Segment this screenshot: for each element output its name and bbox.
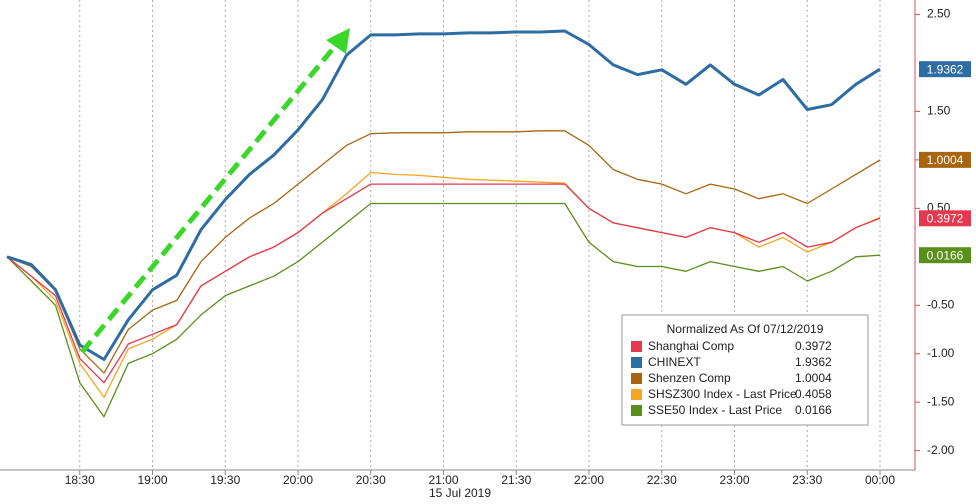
x-tick-label: 19:00	[137, 473, 167, 487]
x-tick-label: 00:00	[865, 473, 895, 487]
x-tick-label: 21:00	[428, 473, 458, 487]
value-tag-label: 1.9362	[927, 62, 964, 76]
value-tag-box	[919, 151, 971, 168]
y-tick-label: -1.50	[927, 394, 955, 408]
annotation-arrow	[80, 28, 350, 354]
series-line	[6, 130, 881, 374]
value-tag-box	[919, 61, 971, 78]
y-tick-label: -0.50	[927, 297, 955, 311]
axis-labels: 18:30 19:00 19:30 20:00 20:30 21:00 21:30 22:00…	[65, 7, 971, 487]
value-tag-label: 0.3972	[927, 211, 964, 225]
legend-label: Shenzen Comp	[648, 371, 731, 385]
legend-value: 0.3972	[795, 339, 832, 353]
value-tag: 1.0004	[919, 151, 971, 168]
value-tag-label: 0.0166	[927, 248, 964, 262]
x-tick-label: 20:00	[283, 473, 313, 487]
x-tick-label: 18:30	[65, 473, 95, 487]
value-tag: 0.3972	[919, 210, 971, 227]
x-axis-label: 15 Jul 2019	[429, 486, 491, 500]
value-tag: 1.9362	[919, 61, 971, 78]
x-tick-label: 22:30	[647, 473, 677, 487]
series-line	[6, 29, 881, 361]
arrow-shaft	[80, 43, 338, 354]
y-tick-label: -1.00	[927, 346, 955, 360]
legend-label: CHINEXT	[648, 355, 701, 369]
legend-swatch	[631, 373, 642, 384]
series-line	[6, 183, 881, 384]
legend-title: Normalized As Of 07/12/2019	[667, 322, 824, 336]
legend: Normalized As Of 07/12/2019 Shanghai Com…	[621, 314, 869, 426]
legend-label: Shanghai Comp	[648, 339, 734, 353]
value-tag-box	[919, 247, 971, 264]
value-tag: 0.0166	[919, 247, 971, 264]
x-tick-label: 20:30	[356, 473, 386, 487]
series-line	[6, 202, 881, 418]
legend-swatch	[631, 357, 642, 368]
legend-value: 0.4058	[795, 387, 832, 401]
lines	[6, 29, 881, 418]
x-tick-label: 21:30	[501, 473, 531, 487]
legend-value: 1.9362	[795, 355, 832, 369]
y-tick-label: 1.50	[927, 104, 951, 118]
value-tag-box	[919, 210, 971, 227]
legend-value: 0.0166	[795, 403, 832, 417]
legend-label: SSE50 Index - Last Price	[648, 403, 782, 417]
y-tick-label: 2.50	[927, 7, 951, 21]
legend-box	[621, 314, 869, 426]
x-tick-label: 19:30	[210, 473, 240, 487]
x-tick-label: 22:00	[574, 473, 604, 487]
legend-swatch	[631, 389, 642, 400]
legend-swatch	[631, 341, 642, 352]
arrow-head	[326, 28, 350, 54]
legend-value: 1.0004	[795, 371, 832, 385]
x-tick-label: 23:30	[792, 473, 822, 487]
grid	[79, 0, 881, 470]
value-tag-label: 1.0004	[927, 153, 964, 167]
legend-label: SHSZ300 Index - Last Price	[648, 387, 797, 401]
legend-swatch	[631, 405, 642, 416]
x-tick-label: 23:00	[719, 473, 749, 487]
y-tick-label: -2.00	[927, 443, 955, 457]
